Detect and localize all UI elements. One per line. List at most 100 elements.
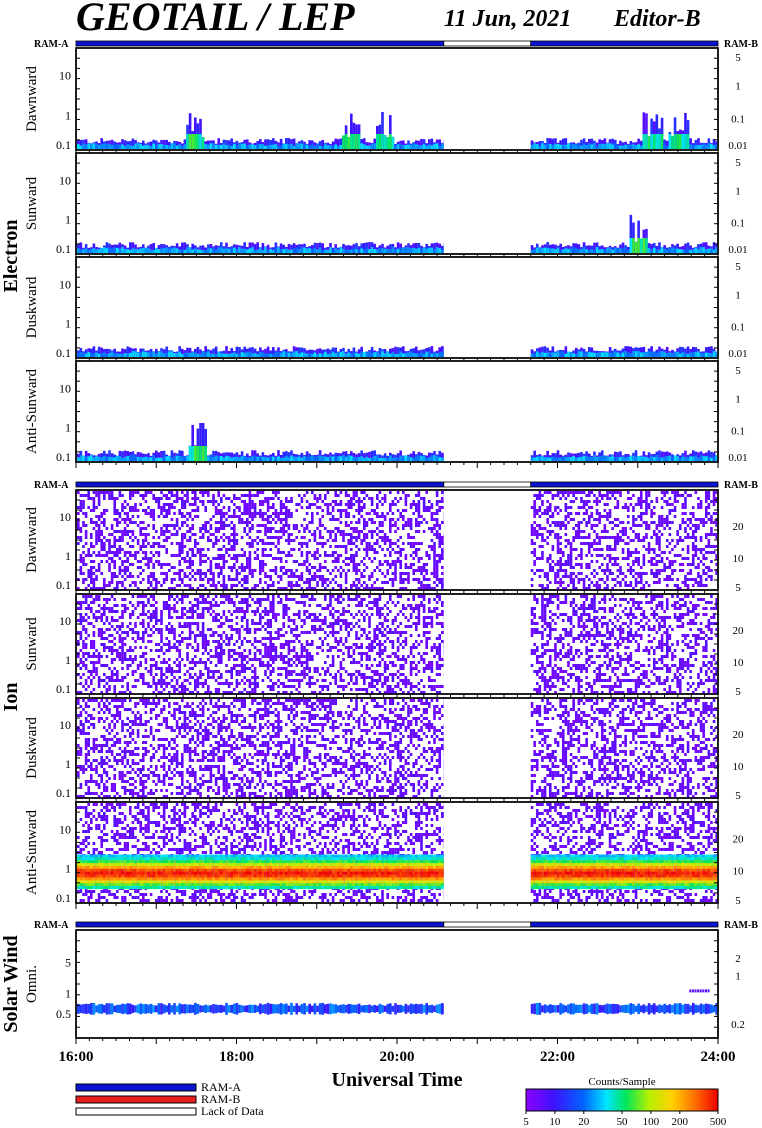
count-bin — [652, 134, 656, 149]
count-bin — [149, 545, 153, 548]
count-bin — [251, 456, 254, 461]
count-bin — [246, 563, 249, 566]
count-bin — [383, 536, 387, 539]
count-bin — [313, 503, 317, 506]
count-bin — [378, 560, 382, 563]
count-bin — [704, 512, 708, 515]
count-bin — [134, 521, 137, 524]
count-bin — [350, 497, 353, 500]
count-bin — [121, 569, 124, 572]
count-bin — [590, 491, 594, 494]
count-bin — [97, 353, 101, 357]
count-bin — [251, 247, 254, 253]
count-bin — [165, 352, 168, 357]
count-bin — [352, 581, 356, 584]
count-bin — [548, 530, 552, 533]
count-bin — [316, 527, 319, 530]
count-bin — [621, 530, 625, 533]
count-bin — [230, 569, 233, 572]
count-bin — [585, 575, 588, 578]
count-bin — [92, 457, 96, 461]
count-bin — [435, 560, 439, 563]
count-bin — [543, 491, 547, 494]
count-bin — [347, 569, 350, 572]
count-bin — [376, 455, 379, 461]
count-bin — [170, 457, 174, 461]
count-bin — [381, 563, 384, 566]
count-bin — [556, 587, 560, 590]
count-bin — [415, 569, 418, 572]
count-bin — [624, 557, 627, 560]
count-bin — [365, 542, 369, 545]
count-bin — [181, 145, 184, 149]
count-bin — [97, 497, 101, 500]
count-bin — [567, 456, 570, 461]
count-bin — [697, 566, 700, 569]
count-bin — [697, 244, 700, 253]
count-bin — [428, 144, 431, 149]
count-bin — [433, 455, 436, 461]
count-bin — [274, 494, 278, 497]
count-bin — [324, 527, 327, 530]
count-bin — [256, 584, 259, 587]
count-bin — [186, 575, 189, 578]
count-bin — [402, 527, 405, 530]
count-bin — [181, 515, 184, 518]
count-bin — [266, 346, 270, 357]
count-bin — [580, 554, 583, 557]
count-bin — [105, 456, 109, 461]
count-bin — [554, 506, 557, 509]
count-bin — [248, 500, 252, 503]
count-bin — [129, 563, 132, 566]
count-bin — [629, 584, 633, 587]
count-bin — [100, 560, 103, 563]
count-bin — [329, 554, 332, 557]
count-bin — [108, 353, 111, 357]
count-bin — [168, 512, 171, 515]
count-bin — [173, 572, 176, 575]
count-bin — [428, 452, 431, 461]
count-bin — [704, 557, 708, 560]
count-bin — [168, 536, 171, 539]
count-bin — [681, 352, 685, 357]
count-bin — [220, 497, 223, 500]
count-bin — [129, 494, 132, 497]
count-bin — [370, 533, 374, 536]
count-bin — [188, 548, 192, 551]
count-bin — [173, 527, 176, 530]
count-bin — [360, 506, 363, 509]
count-bin — [175, 530, 179, 533]
count-bin — [261, 542, 265, 545]
count-bin — [699, 575, 703, 578]
count-bin — [441, 521, 444, 524]
count-bin — [113, 539, 116, 542]
count-bin — [298, 530, 301, 533]
count-bin — [606, 584, 609, 587]
count-bin — [381, 351, 384, 357]
count-bin — [162, 545, 166, 548]
count-bin — [530, 144, 534, 149]
count-bin — [694, 139, 698, 149]
count-bin — [629, 353, 633, 357]
count-bin — [298, 548, 301, 551]
count-bin — [222, 494, 226, 497]
count-bin — [162, 578, 166, 581]
count-bin — [396, 353, 400, 357]
count-bin — [131, 455, 135, 461]
count-bin — [227, 524, 231, 527]
count-bin — [82, 545, 85, 548]
count-bin — [181, 249, 184, 253]
count-bin — [574, 548, 578, 551]
count-bin — [201, 500, 205, 503]
count-bin — [585, 563, 588, 566]
count-bin — [95, 143, 98, 149]
y-tick-label-left: 10 — [59, 381, 71, 395]
count-bin — [194, 497, 197, 500]
count-bin — [702, 548, 705, 551]
count-bin — [188, 446, 192, 461]
count-bin — [409, 521, 413, 524]
count-bin — [220, 572, 223, 575]
count-bin — [668, 578, 672, 581]
count-bin — [272, 542, 275, 545]
